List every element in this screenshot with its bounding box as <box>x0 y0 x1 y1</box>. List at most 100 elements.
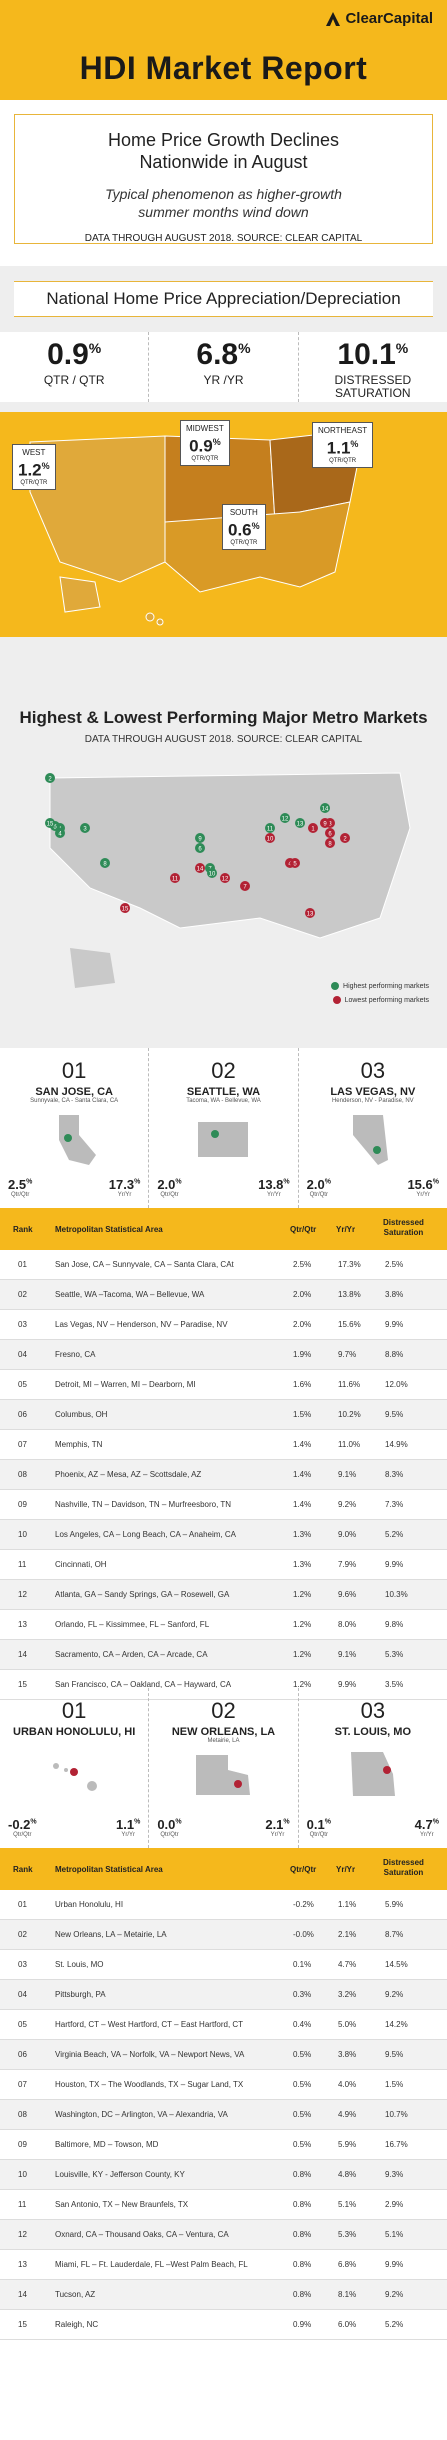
card-low-1-name: URBAN HONOLULU, HI <box>13 1726 136 1738</box>
green-marker-label: 9 <box>198 837 202 843</box>
msa-cell: Washington, DC – Arlington, VA – Alexand… <box>55 2110 228 2119</box>
rank-cell: 01 <box>18 1900 27 1909</box>
logo-mark-icon <box>326 11 341 26</box>
distressed-cell: 9.2% <box>385 1990 404 1999</box>
card-high-1-qtr-unit: % <box>26 1178 33 1186</box>
callout-northeast: NORTHEAST 1.1% QTR/QTR <box>312 422 374 468</box>
red-marker-label: 7 <box>243 885 247 891</box>
red-marker-dot <box>320 818 330 828</box>
distressed-cell: 9.3% <box>385 2170 404 2179</box>
national-section: National Home Price Appreciation/Depreci… <box>0 266 447 686</box>
stat-distressed-label: DISTRESSED SATURATION <box>299 374 447 400</box>
table-row: 03 St. Louis, MO 0.1% 4.7% 14.5% <box>0 1950 447 1980</box>
card-high-1: 01 SAN JOSE, CA Sunnyvale, CA - Santa Cl… <box>0 1048 150 1208</box>
yr-cell: 3.2% <box>338 1990 357 1999</box>
card-high-2-yr-unit: % <box>283 1178 290 1186</box>
metro-alaska-shape <box>70 948 115 988</box>
qtr-cell: 0.5% <box>293 2050 312 2059</box>
qtr-cell: 0.8% <box>293 2230 312 2239</box>
table-row: 04 Pittsburgh, PA 0.3% 3.2% 9.2% <box>0 1980 447 2010</box>
green-marker-dot <box>195 833 205 843</box>
card-high-3: 03 LAS VEGAS, NV Henderson, NV - Paradis… <box>299 1048 447 1208</box>
distressed-cell: 5.9% <box>385 1900 404 1909</box>
red-marker-dot <box>325 838 335 848</box>
top-high-cards: 01 SAN JOSE, CA Sunnyvale, CA - Santa Cl… <box>0 1048 447 1208</box>
rank-cell: 09 <box>18 2140 27 2149</box>
card-low-2-rank: 02 <box>211 1698 236 1723</box>
msa-cell: Memphis, TN <box>55 1440 103 1449</box>
distressed-cell: 8.3% <box>385 1470 404 1479</box>
rank-cell: 07 <box>18 1440 27 1449</box>
green-marker-dot <box>195 843 205 853</box>
table-row: 01 San Jose, CA – Sunnyvale, CA – Santa C… <box>0 1250 447 1280</box>
card-high-1-state-icon <box>59 1115 97 1165</box>
msa-cell: Detroit, MI – Warren, MI – Dearborn, MI <box>55 1380 196 1389</box>
card-low-1: 01 URBAN HONOLULU, HI -0.2% Qtr/Qtr 1.1% Y… <box>0 1688 150 1848</box>
msa-cell: Fresno, CA <box>55 1350 96 1359</box>
green-marker-label: 6 <box>198 847 202 853</box>
low-col-yr: Yr/Yr <box>336 1865 356 1874</box>
yr-cell: 6.8% <box>338 2260 357 2269</box>
regional-map: WEST 1.2% QTR/QTR MIDWEST 0.9% QTR/QTR N… <box>0 412 447 637</box>
card-low-2-sub: Metairie, LA <box>207 1738 240 1744</box>
distressed-cell: 9.5% <box>385 2050 404 2059</box>
qtr-cell: 1.5% <box>293 1410 312 1419</box>
table-row: 14 Sacramento, CA – Arden, CA – Arcade, C… <box>0 1640 447 1670</box>
card-low-2-qtr-label: Qtr/Qtr <box>160 1832 179 1838</box>
callout-south-name: SOUTH <box>229 508 258 517</box>
card-low-1-qtr-unit: % <box>30 1818 37 1826</box>
card-high-2-qtr-unit: % <box>175 1178 182 1186</box>
card-low-3-yr: 4.7 <box>414 1817 433 1832</box>
table-row: 05 Detroit, MI – Warren, MI – Dearborn, M… <box>0 1370 447 1400</box>
red-marker-dot <box>340 833 350 843</box>
table-row: 09 Nashville, TN – Davidson, TN – Murfree… <box>0 1490 447 1520</box>
distressed-cell: 16.7% <box>385 2140 408 2149</box>
red-marker-label: 13 <box>307 912 314 918</box>
callout-west-unit: % <box>41 461 50 471</box>
msa-cell: San Francisco, CA – Oakland, CA – Haywar… <box>55 1680 232 1689</box>
callout-west-label: QTR/QTR <box>20 479 48 486</box>
high-col-msa: Metropolitan Statistical Area <box>55 1225 163 1234</box>
msa-cell: Columbus, OH <box>55 1410 108 1419</box>
yr-cell: 13.8% <box>338 1290 361 1299</box>
green-marker-dot <box>55 828 65 838</box>
distressed-cell: 10.7% <box>385 2110 408 2119</box>
rank-cell: 14 <box>18 2290 27 2299</box>
callout-midwest-value: 0.9 <box>189 436 213 456</box>
alaska-shape <box>59 576 101 613</box>
intro-source: DATA THROUGH AUGUST 2018. SOURCE: CLEAR … <box>84 233 363 244</box>
distressed-cell: 9.9% <box>385 2260 404 2269</box>
distressed-cell: 9.5% <box>385 1410 404 1419</box>
green-marker-dot <box>295 818 305 828</box>
qtr-cell: -0.0% <box>293 1930 314 1939</box>
stat-distressed-unit: % <box>395 340 409 356</box>
card-low-3-qtr-unit: % <box>324 1818 331 1826</box>
rank-cell: 13 <box>18 2260 27 2269</box>
rank-cell: 06 <box>18 1410 27 1419</box>
red-marker-label: 2 <box>343 837 347 843</box>
low-table-header: Rank Metropolitan Statistical Area Qtr/Q… <box>0 1848 447 1890</box>
yr-cell: 7.9% <box>338 1560 357 1569</box>
high-col-dist: Distressed Saturation <box>383 1218 424 1238</box>
qtr-cell: 0.5% <box>293 2080 312 2089</box>
card-high-2-rank: 02 <box>211 1058 236 1083</box>
red-marker-dot <box>120 903 130 913</box>
green-marker-dot <box>280 813 290 823</box>
stat-qtr-label: QTR / QTR <box>43 373 105 387</box>
qtr-cell: 0.9% <box>293 2320 312 2329</box>
callout-northeast-value: 1.1 <box>326 438 351 458</box>
card-low-3-qtr-label: Qtr/Qtr <box>309 1832 328 1838</box>
green-marker-label: 11 <box>267 827 274 833</box>
rank-cell: 12 <box>18 1590 27 1599</box>
stat-qtr: 0.9% QTR / QTR <box>0 332 150 402</box>
rank-cell: 10 <box>18 1530 27 1539</box>
stat-distressed-value: 10.1 <box>337 338 396 371</box>
legend-low: Lowest performing markets <box>332 996 429 1004</box>
yr-cell: 8.1% <box>338 2290 357 2299</box>
rank-cell: 03 <box>18 1960 27 1969</box>
table-row: 06 Virginia Beach, VA – Norfolk, VA – New… <box>0 2040 447 2070</box>
red-marker-dot <box>220 873 230 883</box>
